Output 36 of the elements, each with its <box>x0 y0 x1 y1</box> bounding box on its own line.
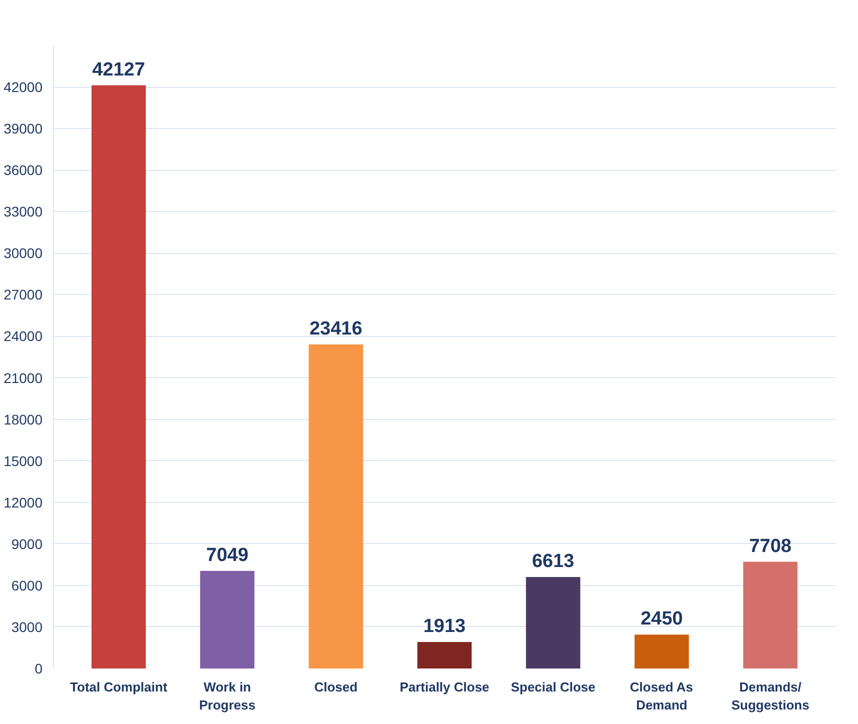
y-tick-label: 30000 <box>4 245 43 262</box>
bar <box>526 576 580 668</box>
x-tick-label: Closed <box>314 680 358 694</box>
x-tick-label: Special Close <box>510 680 596 694</box>
x-tick-label: Total Complaint <box>70 680 168 694</box>
x-tick-label: Work in Progress <box>199 680 256 712</box>
bar <box>743 562 798 668</box>
y-tick-label: 0 <box>34 660 43 676</box>
data-label: 7708 <box>749 536 792 557</box>
bar <box>634 634 689 668</box>
y-tick-label: 39000 <box>4 120 43 137</box>
x-tick-label: Demands/ Suggestions <box>731 680 810 712</box>
data-label: 6613 <box>532 550 574 572</box>
y-tick-label: 12000 <box>4 494 43 510</box>
bar <box>92 85 146 668</box>
y-tick-label: 6000 <box>11 577 43 594</box>
y-tick-label: 33000 <box>4 204 43 220</box>
y-tick-label: 9000 <box>11 536 43 552</box>
data-label: 1913 <box>423 616 466 638</box>
bar <box>200 570 254 668</box>
y-tick-label: 21000 <box>4 370 43 386</box>
bar <box>417 642 472 668</box>
bar <box>308 344 364 668</box>
y-tick-label: 3000 <box>11 618 43 635</box>
y-tick-label: 36000 <box>4 162 43 178</box>
y-tick-label: 15000 <box>4 452 43 469</box>
y-tick-label: 27000 <box>4 286 43 303</box>
x-tick-label: Closed As Demand <box>630 680 694 712</box>
data-label: 23416 <box>309 318 362 340</box>
data-label: 2450 <box>640 608 683 630</box>
y-tick-label: 18000 <box>4 411 43 428</box>
y-tick-label: 42000 <box>4 79 43 96</box>
y-tick-label: 24000 <box>4 328 43 344</box>
x-tick-label: Partially Close <box>400 680 490 694</box>
data-label: 42127 <box>92 59 146 80</box>
data-label: 7049 <box>206 544 248 566</box>
